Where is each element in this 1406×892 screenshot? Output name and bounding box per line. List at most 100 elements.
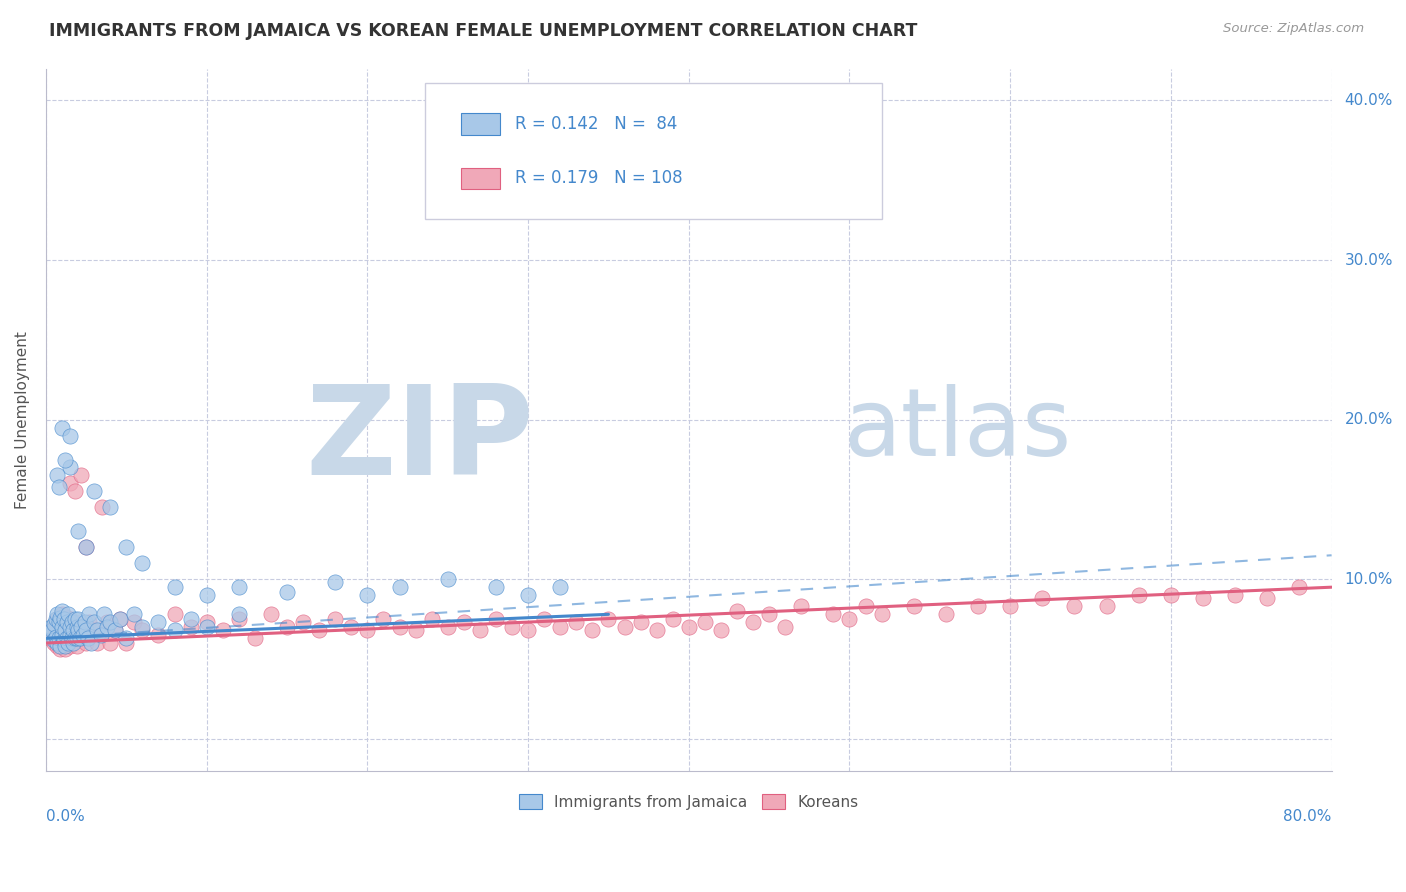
- Legend: Immigrants from Jamaica, Koreans: Immigrants from Jamaica, Koreans: [513, 788, 865, 815]
- Point: [75, 541, 97, 555]
- Point: [1192, 591, 1215, 606]
- Point: [79, 615, 101, 630]
- Text: 0.0%: 0.0%: [46, 809, 84, 824]
- Point: [967, 599, 990, 614]
- Point: [823, 607, 845, 622]
- Point: [73, 615, 96, 630]
- Point: [323, 612, 346, 626]
- Point: [131, 556, 153, 570]
- Point: [645, 624, 668, 638]
- Text: ZIP: ZIP: [305, 380, 534, 501]
- Point: [356, 624, 378, 638]
- Point: [276, 585, 298, 599]
- Point: [48, 634, 70, 648]
- Point: [46, 612, 69, 626]
- Point: [86, 624, 108, 638]
- Point: [60, 632, 83, 646]
- Point: [60, 615, 83, 630]
- Point: [163, 580, 186, 594]
- Point: [67, 524, 90, 539]
- Point: [108, 612, 131, 626]
- Point: [42, 632, 65, 647]
- Text: R = 0.142   N =  84: R = 0.142 N = 84: [515, 115, 678, 133]
- Point: [420, 612, 443, 626]
- Point: [63, 484, 86, 499]
- Text: 10.0%: 10.0%: [1344, 572, 1393, 587]
- Point: [108, 612, 131, 626]
- Point: [453, 615, 475, 630]
- Text: 20.0%: 20.0%: [1344, 412, 1393, 427]
- Point: [388, 620, 411, 634]
- Point: [41, 624, 63, 638]
- Bar: [461, 168, 499, 188]
- Point: [69, 632, 91, 646]
- Point: [758, 607, 780, 622]
- Point: [93, 607, 115, 622]
- Point: [1095, 599, 1118, 614]
- Point: [83, 624, 105, 638]
- Text: atlas: atlas: [844, 384, 1071, 476]
- Point: [46, 607, 69, 622]
- Point: [58, 610, 80, 624]
- FancyBboxPatch shape: [425, 83, 882, 219]
- Point: [56, 632, 79, 646]
- Point: [163, 624, 186, 638]
- Text: Source: ZipAtlas.com: Source: ZipAtlas.com: [1223, 22, 1364, 36]
- Point: [98, 636, 121, 650]
- Point: [48, 480, 70, 494]
- Point: [42, 636, 65, 650]
- Point: [86, 636, 108, 650]
- Point: [678, 620, 700, 634]
- Point: [51, 607, 73, 622]
- Point: [72, 624, 94, 638]
- Point: [53, 624, 76, 638]
- Point: [790, 599, 813, 614]
- Point: [52, 632, 75, 647]
- Point: [83, 615, 105, 630]
- Point: [65, 632, 87, 646]
- Point: [388, 580, 411, 594]
- Point: [115, 632, 138, 646]
- Point: [59, 620, 82, 634]
- Point: [195, 620, 218, 634]
- Point: [56, 618, 79, 632]
- Point: [49, 639, 72, 653]
- Point: [80, 636, 103, 650]
- Point: [180, 620, 202, 634]
- Point: [356, 588, 378, 602]
- Point: [67, 626, 90, 640]
- Point: [710, 624, 733, 638]
- Point: [51, 604, 73, 618]
- Point: [773, 620, 796, 634]
- Point: [70, 468, 93, 483]
- Point: [565, 615, 588, 630]
- Point: [48, 632, 70, 646]
- Point: [69, 618, 91, 632]
- Point: [148, 615, 170, 630]
- Text: IMMIGRANTS FROM JAMAICA VS KOREAN FEMALE UNEMPLOYMENT CORRELATION CHART: IMMIGRANTS FROM JAMAICA VS KOREAN FEMALE…: [49, 22, 918, 40]
- Point: [96, 615, 118, 630]
- Point: [131, 624, 153, 638]
- Text: R = 0.179   N = 108: R = 0.179 N = 108: [515, 169, 683, 187]
- Point: [62, 636, 84, 650]
- Point: [323, 575, 346, 590]
- Point: [67, 624, 90, 638]
- Point: [63, 612, 86, 626]
- Point: [52, 615, 75, 630]
- Point: [51, 632, 73, 646]
- Point: [39, 620, 62, 634]
- Point: [613, 620, 636, 634]
- Point: [59, 460, 82, 475]
- Point: [661, 612, 683, 626]
- Point: [260, 607, 283, 622]
- Point: [838, 612, 860, 626]
- Point: [485, 580, 508, 594]
- Point: [195, 588, 218, 602]
- Point: [124, 607, 146, 622]
- Point: [104, 624, 127, 638]
- Point: [51, 420, 73, 434]
- Point: [725, 604, 748, 618]
- Point: [1063, 599, 1085, 614]
- Point: [53, 639, 76, 653]
- Point: [598, 165, 620, 179]
